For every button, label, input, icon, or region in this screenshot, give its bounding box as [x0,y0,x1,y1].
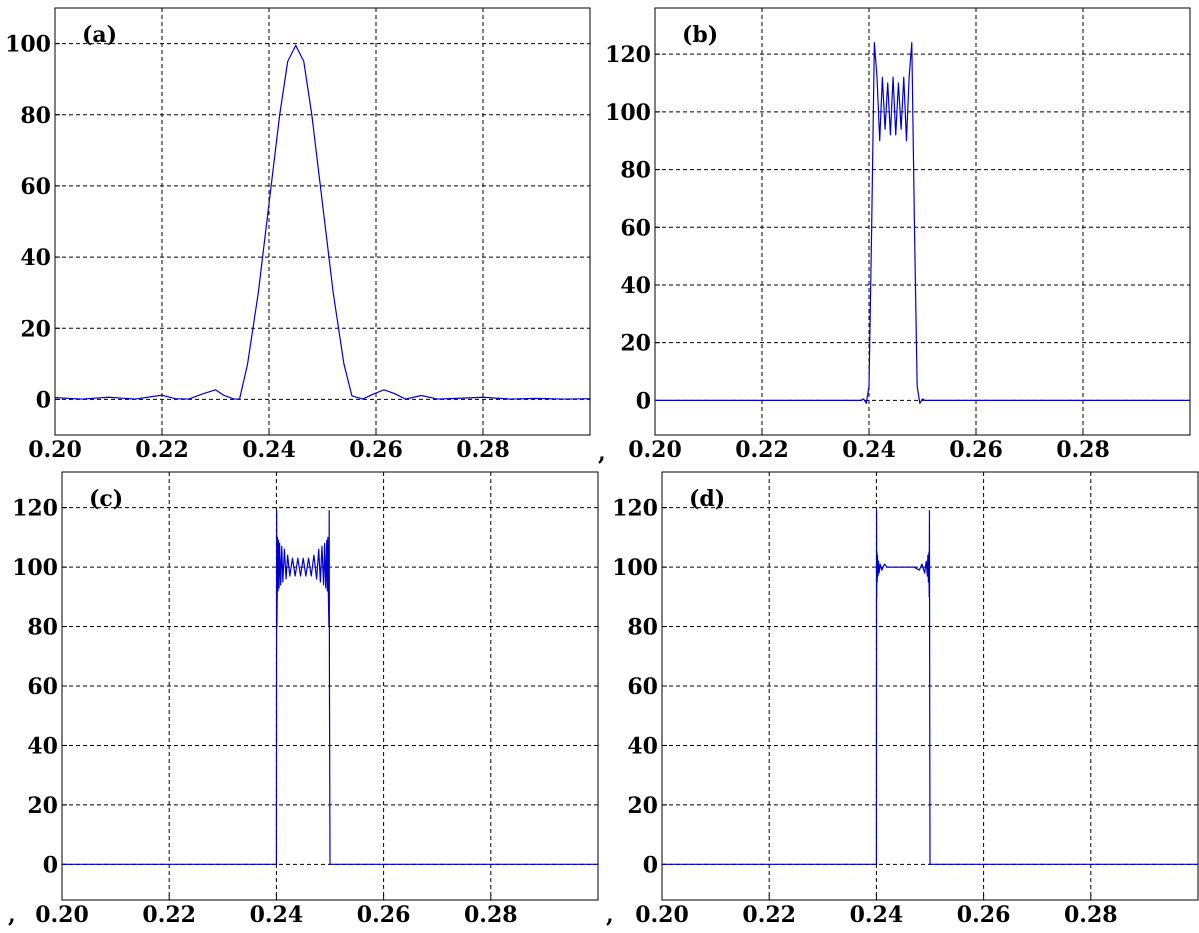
series-line [662,510,1198,865]
y-tick-label: 0 [36,387,51,413]
plot-area [654,7,1191,436]
chart-panel-c: 0.20 0.22 0.24 0.26 0.28 0 20 40 60 80 100 120 (c) [12,471,599,928]
y-tick-label: 100 [12,555,58,581]
chart-panel-d: 0.20 0.22 0.24 0.26 0.28 0 20 40 60 80 100 120 (d) [612,471,1199,928]
y-tick-label: 80 [27,615,58,641]
y-tick-label: 100 [612,555,658,581]
chart-panel-a: 0.20 0.22 0.24 0.26 0.28 0 20 40 60 80 100 (a) [5,7,591,463]
y-tick-label: 80 [627,615,658,641]
series-line [62,510,598,865]
y-tick-label: 80 [20,103,51,129]
separator-comma: , [598,440,606,466]
y-tick-label: 40 [620,273,651,299]
panel-label: (a) [82,22,117,48]
x-tick-label: 0.28 [456,437,510,463]
x-tick-label: 0.20 [35,902,89,928]
x-tick-label: 0.20 [28,437,82,463]
y-tick-label: 60 [27,674,58,700]
y-tick-label: 0 [643,852,658,878]
series-line [54,44,591,400]
x-tick-label: 0.26 [349,437,403,463]
x-tick-label: 0.22 [742,902,796,928]
y-tick-label: 100 [5,32,51,58]
y-tick-label: 0 [43,852,58,878]
panel-label: (c) [89,486,123,512]
y-tick-label: 20 [27,793,58,819]
chart-panel-b: 0.20 0.22 0.24 0.26 0.28 0 20 40 60 80 100 120 (b) [605,7,1191,463]
y-tick-label: 40 [27,733,58,759]
x-tick-label: 0.28 [1056,437,1110,463]
x-tick-label: 0.26 [957,902,1011,928]
y-tick-label: 100 [605,100,651,126]
plot-area [54,7,591,436]
panel-label: (b) [682,22,718,48]
y-tick-label: 40 [627,733,658,759]
y-tick-label: 120 [12,496,58,522]
y-tick-label: 20 [20,316,51,342]
y-tick-label: 0 [636,388,651,414]
y-tick-label: 80 [620,158,651,184]
y-tick-label: 60 [620,215,651,241]
x-tick-label: 0.24 [242,437,296,463]
y-tick-label: 60 [20,174,51,200]
x-tick-label: 0.22 [142,902,196,928]
y-tick-label: 20 [620,331,651,357]
y-tick-label: 120 [612,496,658,522]
panel-label: (d) [689,486,725,512]
x-tick-label: 0.20 [635,902,689,928]
separator-comma: , [606,902,614,928]
y-tick-label: 60 [627,674,658,700]
separator-comma: , [8,902,16,928]
y-tick-label: 120 [605,42,651,68]
x-tick-label: 0.24 [250,902,304,928]
x-tick-label: 0.24 [842,437,896,463]
x-tick-label: 0.22 [135,437,189,463]
x-tick-label: 0.22 [735,437,789,463]
series-line [655,42,1190,404]
x-tick-label: 0.20 [628,437,682,463]
x-tick-label: 0.28 [464,902,518,928]
x-tick-label: 0.26 [357,902,411,928]
x-tick-label: 0.26 [949,437,1003,463]
x-tick-label: 0.24 [850,902,904,928]
x-tick-label: 0.28 [1064,902,1118,928]
y-tick-label: 40 [20,245,51,271]
y-tick-label: 20 [627,793,658,819]
